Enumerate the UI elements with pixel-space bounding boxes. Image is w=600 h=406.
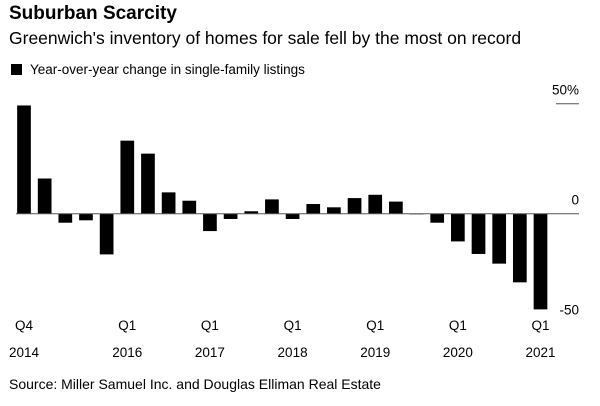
bar-q2-2015 (58, 213, 73, 223)
bar-q1-2015 (37, 178, 52, 214)
x-tick-quarter: Q1 (449, 318, 467, 333)
x-tick-year: 2020 (443, 345, 473, 360)
chart-subtitle: Greenwich's inventory of homes for sale … (9, 28, 522, 48)
bar-q4-2018 (347, 198, 362, 214)
bar-q4-2015 (99, 213, 114, 255)
x-tick-quarter: Q1 (366, 318, 384, 333)
y-tick-label: 0 (571, 193, 579, 208)
bar-q2-2020 (471, 213, 486, 254)
source-note: Source: Miller Samuel Inc. and Douglas E… (9, 376, 381, 392)
bar-q2-2017 (223, 213, 238, 219)
bar-q3-2020 (492, 213, 507, 264)
bar-q4-2014 (17, 105, 31, 214)
bar-q1-2021 (533, 213, 548, 310)
y-tick-label: -50 (559, 303, 579, 318)
bar-q4-2019 (430, 213, 445, 223)
chart-title: Suburban Scarcity (9, 3, 177, 24)
legend: Year-over-year change in single-family l… (11, 62, 305, 77)
bar-q3-2018 (327, 207, 341, 214)
bar-q1-2017 (203, 213, 217, 232)
bar-q1-2018 (285, 213, 300, 219)
x-tick-year: 2016 (112, 345, 142, 360)
bar-q1-2016 (120, 140, 135, 214)
bar-q2-2019 (389, 201, 403, 214)
x-tick-quarter: Q1 (118, 318, 136, 333)
legend-swatch (11, 64, 22, 75)
bar-q1-2020 (451, 213, 465, 242)
bar-q1-2019 (368, 194, 383, 214)
bar-q4-2020 (512, 213, 527, 283)
legend-label: Year-over-year change in single-family l… (30, 62, 305, 77)
bar-q2-2016 (141, 153, 155, 214)
x-tick-year: 2014 (9, 345, 40, 360)
x-tick-year: 2021 (525, 345, 555, 360)
bar-q3-2016 (161, 192, 176, 214)
y-tick-label: 50% (552, 83, 579, 98)
bar-q2-2018 (306, 204, 321, 214)
bar-q3-2015 (79, 213, 93, 221)
bar-q4-2017 (265, 199, 279, 214)
x-tick-year: 2019 (360, 345, 390, 360)
x-tick-quarter: Q1 (201, 318, 219, 333)
x-tick-year: 2017 (195, 345, 225, 360)
x-tick-year: 2018 (278, 345, 308, 360)
bar-q4-2016 (182, 200, 197, 214)
x-tick-quarter: Q1 (531, 318, 549, 333)
x-tick-quarter: Q4 (15, 318, 34, 333)
x-tick-quarter: Q1 (284, 318, 302, 333)
bar-q3-2017 (244, 211, 259, 214)
